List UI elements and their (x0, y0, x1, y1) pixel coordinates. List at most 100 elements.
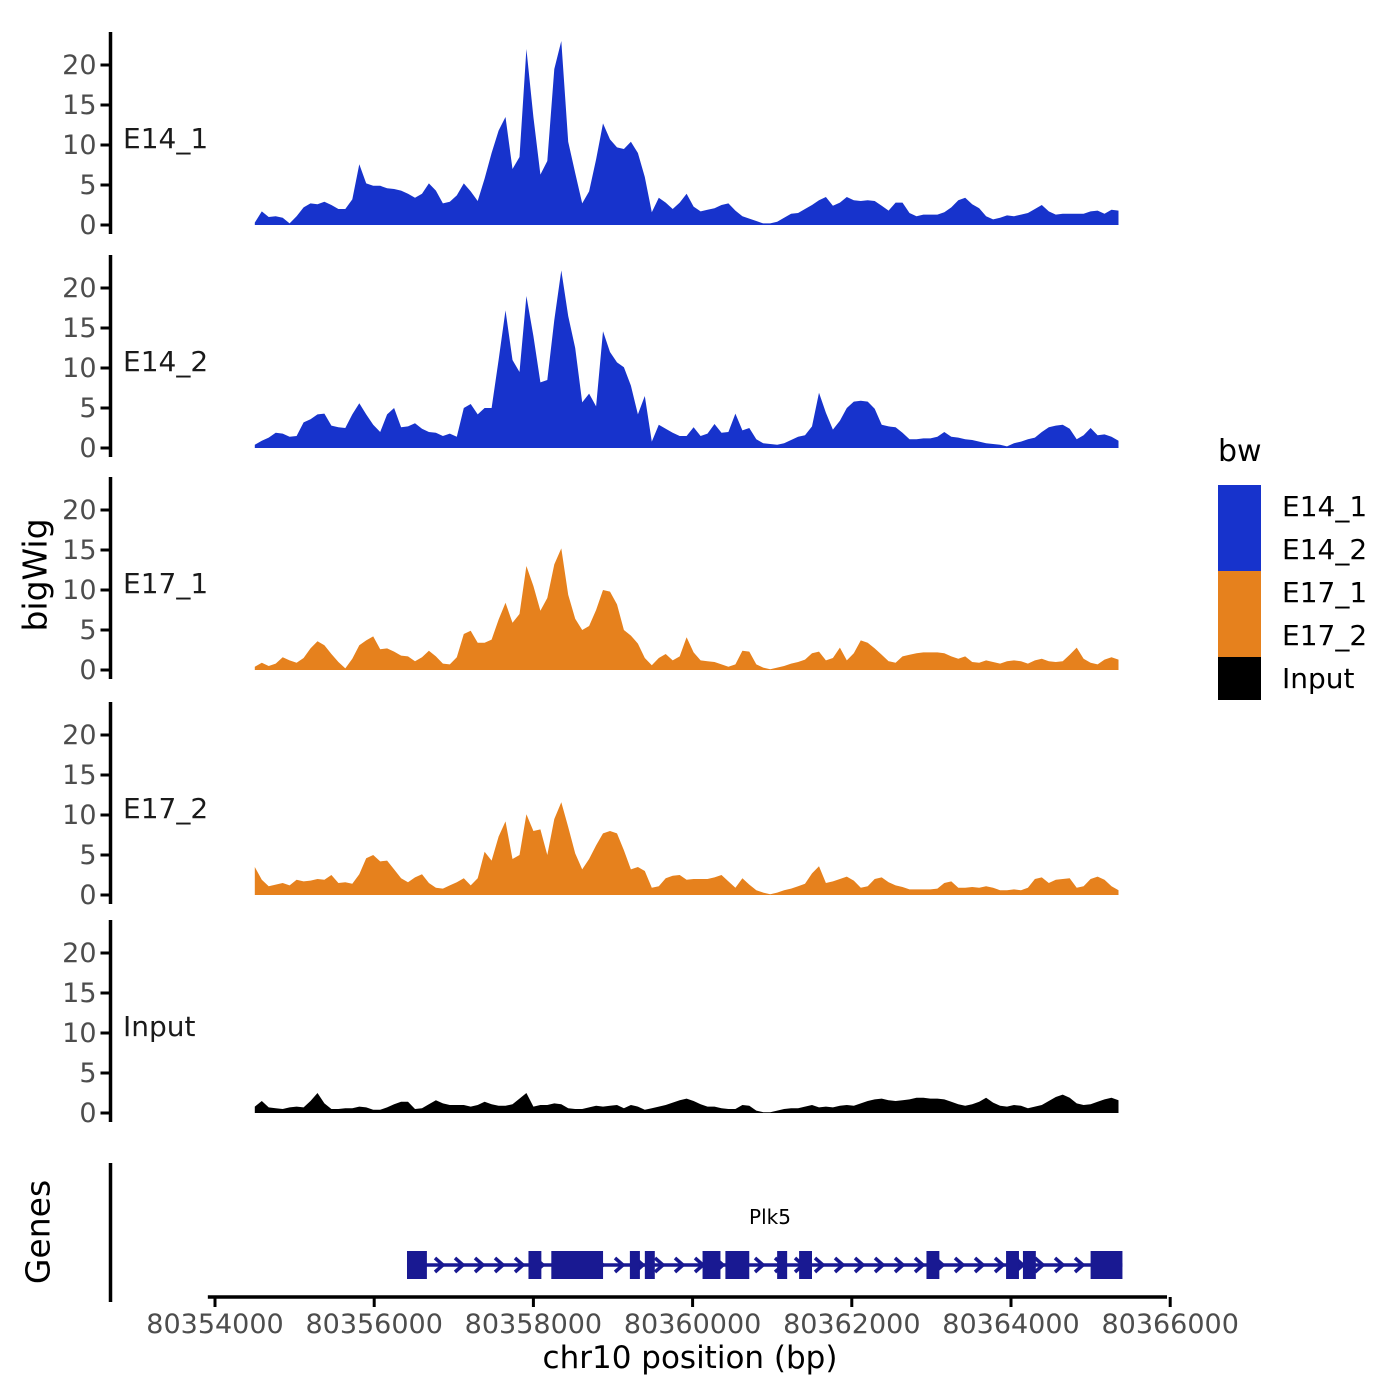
strand-arrow-icon (433, 1256, 446, 1274)
y-tick-label: 5 (79, 615, 96, 646)
facet-label-E17_1: E17_1 (123, 567, 208, 600)
legend-entry-label: Input (1282, 662, 1355, 695)
legend-swatch-icon (1218, 657, 1261, 700)
strand-arrow-icon (873, 1256, 886, 1274)
x-tick-label: 80360000 (624, 1309, 761, 1340)
exon-box (1022, 1251, 1036, 1279)
strand-arrow-icon (1053, 1256, 1066, 1274)
exon-box (799, 1251, 812, 1279)
legend-entry-Input: Input (1218, 657, 1367, 700)
track-panel-E17_1: 0 5 10 15 20 E17_1 (62, 477, 1119, 686)
strand-arrow-icon (833, 1256, 846, 1274)
track-panel-E17_2: 0 5 10 15 20 E17_2 (62, 702, 1119, 911)
legend-entry-label: E17_1 (1282, 576, 1368, 609)
x-tick-label: 80358000 (465, 1309, 602, 1340)
coverage-area-E17_1 (254, 548, 1119, 670)
y-tick-label: 10 (62, 1018, 96, 1049)
track-panel-Input: 0 5 10 15 20 Input (62, 920, 1119, 1129)
x-axis: 80354000 80356000 80358000 80360000 80362000… (146, 1295, 1239, 1340)
y-tick-label: 0 (79, 880, 96, 911)
strand-arrow-icon (513, 1256, 526, 1274)
x-tick-label: 80364000 (942, 1309, 1079, 1340)
strand-arrow-icon (753, 1256, 766, 1274)
strand-arrow-icon (673, 1256, 686, 1274)
legend: bw E14_1 E14_2 E17_1 E17_2 Input (1218, 434, 1367, 700)
y-tick-label: 20 (62, 720, 96, 751)
x-tick-label: 80356000 (305, 1309, 442, 1340)
facet-label-Input: Input (123, 1010, 196, 1043)
x-tick-label: 80362000 (783, 1309, 920, 1340)
legend-title: bw (1218, 434, 1262, 469)
exon-box (528, 1251, 542, 1279)
exon-box (1006, 1251, 1019, 1279)
y-tick-label: 0 (79, 210, 96, 241)
x-tick-label: 80354000 (146, 1309, 283, 1340)
strand-arrow-icon (913, 1256, 926, 1274)
legend-entry-E17_2: E17_2 (1218, 614, 1367, 657)
legend-entry-E14_1: E14_1 (1218, 485, 1367, 528)
coverage-area-E17_2 (254, 802, 1119, 895)
y-tick-label: 5 (79, 393, 96, 424)
gene-label: Plk5 (749, 1205, 791, 1229)
exon-box (644, 1251, 655, 1279)
exon-box (702, 1251, 721, 1279)
strand-arrow-icon (953, 1256, 966, 1274)
genes-panel (108, 1163, 1123, 1302)
strand-arrow-icon (973, 1256, 986, 1274)
coverage-area-E14_1 (254, 41, 1119, 225)
y-axis-title: bigWig (15, 518, 55, 632)
track-panel-E14_1: 0 5 10 15 20 E14_1 (62, 32, 1119, 241)
y-tick-label: 15 (62, 978, 96, 1009)
exon-box (406, 1251, 427, 1279)
y-tick-label: 0 (79, 433, 96, 464)
legend-swatch-icon (1218, 528, 1261, 571)
track-panel-E14_2: 0 5 10 15 20 E14_2 (62, 255, 1119, 464)
x-tick-label: 80366000 (1101, 1309, 1238, 1340)
legend-swatch-icon (1218, 571, 1261, 614)
y-tick-label: 10 (62, 800, 96, 831)
facet-label-E14_2: E14_2 (123, 345, 208, 378)
coverage-area-Input (254, 1093, 1119, 1113)
strand-arrow-icon (813, 1256, 826, 1274)
strand-arrow-icon (653, 1256, 666, 1274)
y-tick-label: 15 (62, 313, 96, 344)
y-tick-label: 0 (79, 655, 96, 686)
genes-panel-title: Genes (18, 1179, 58, 1285)
legend-swatch-icon (1218, 485, 1261, 528)
legend-entry-E17_1: E17_1 (1218, 571, 1367, 614)
legend-entry-label: E14_2 (1282, 533, 1368, 566)
y-tick-label: 15 (62, 760, 96, 791)
strand-arrow-icon (853, 1256, 866, 1274)
y-tick-label: 5 (79, 840, 96, 871)
strand-arrow-icon (613, 1256, 626, 1274)
strand-arrow-icon (1073, 1256, 1086, 1274)
y-tick-label: 20 (62, 938, 96, 969)
y-tick-label: 10 (62, 130, 96, 161)
legend-swatch-icon (1218, 614, 1261, 657)
y-tick-label: 5 (79, 1058, 96, 1089)
facet-label-E14_1: E14_1 (123, 122, 208, 155)
y-tick-label: 20 (62, 273, 96, 304)
legend-entry-E14_2: E14_2 (1218, 528, 1367, 571)
exon-box (629, 1251, 640, 1279)
y-tick-label: 20 (62, 50, 96, 81)
exon-box (926, 1251, 940, 1279)
exon-box (777, 1251, 788, 1279)
y-tick-label: 10 (62, 575, 96, 606)
strand-arrow-icon (893, 1256, 906, 1274)
y-tick-label: 5 (79, 170, 96, 201)
y-tick-label: 20 (62, 495, 96, 526)
legend-entries: E14_1 E14_2 E17_1 E17_2 Input (1218, 485, 1367, 700)
y-tick-label: 10 (62, 353, 96, 384)
x-axis-title: chr10 position (bp) (542, 1340, 838, 1376)
strand-arrow-icon (493, 1256, 506, 1274)
y-tick-label: 15 (62, 90, 96, 121)
exon-box (725, 1251, 750, 1279)
facet-label-E17_2: E17_2 (123, 792, 208, 825)
strand-arrow-icon (473, 1256, 486, 1274)
strand-arrow-icon (453, 1256, 466, 1274)
strand-arrow-icon (993, 1256, 1006, 1274)
y-tick-label: 0 (79, 1098, 96, 1129)
